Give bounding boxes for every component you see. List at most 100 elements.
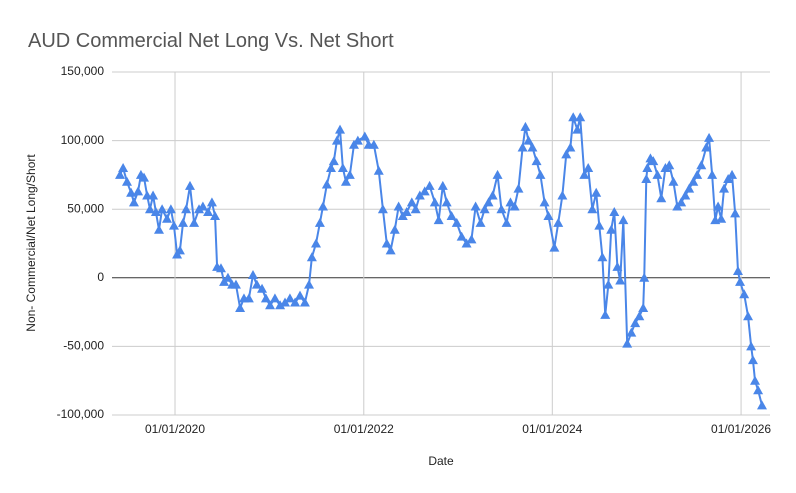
data-point [299, 297, 310, 307]
data-point [618, 215, 629, 225]
data-point [470, 201, 481, 211]
data-point [359, 131, 370, 141]
data-point [215, 263, 226, 273]
data-point [561, 149, 572, 159]
data-point [433, 215, 444, 225]
data-point [321, 179, 332, 189]
data-point [393, 201, 404, 211]
data-point [295, 290, 305, 300]
chart-title: AUD Commercial Net Long Vs. Net Short [28, 30, 394, 52]
data-point [501, 217, 512, 227]
data-point [475, 217, 486, 227]
data-point [441, 197, 452, 207]
data-point [275, 300, 286, 310]
data-point [676, 197, 687, 207]
data-point [575, 112, 586, 122]
data-point [492, 169, 503, 179]
data-point [719, 183, 730, 193]
data-point [746, 341, 757, 351]
data-point [513, 183, 524, 193]
data-point [150, 206, 161, 216]
data-point [314, 217, 325, 227]
data-point [128, 197, 139, 207]
data-point [565, 142, 576, 152]
data-point [642, 163, 653, 173]
data-point [133, 186, 144, 196]
data-point [144, 204, 155, 214]
data-point [121, 176, 132, 186]
data-point [377, 204, 388, 214]
x-tick-label: 01/01/2026 [711, 422, 771, 436]
data-point [509, 201, 520, 211]
data-point [716, 213, 727, 223]
data-point [505, 197, 516, 207]
data-point [739, 289, 750, 299]
data-point [230, 279, 241, 289]
y-tick-label: -50,000 [63, 339, 104, 353]
data-point [727, 169, 738, 179]
data-point [437, 180, 448, 190]
data-point [337, 163, 348, 173]
data-point [549, 242, 560, 252]
data-point [603, 279, 614, 289]
data-point [115, 169, 126, 179]
data-point [210, 211, 221, 221]
data-point [373, 165, 384, 175]
data-point [206, 197, 217, 207]
data-point [756, 400, 767, 410]
data-point [531, 156, 542, 166]
y-tick-label: 50,000 [67, 201, 104, 215]
data-point [479, 204, 490, 214]
data-point [638, 302, 649, 312]
data-point [389, 224, 400, 234]
data-point [594, 220, 605, 230]
data-point [587, 204, 598, 214]
data-point [466, 234, 477, 244]
data-point [520, 121, 531, 131]
data-point [385, 245, 396, 255]
data-point [257, 283, 268, 293]
data-point [243, 293, 254, 303]
data-point [704, 132, 715, 142]
data-point [181, 204, 192, 214]
data-point [197, 201, 208, 211]
data-point [622, 338, 633, 348]
data-point [406, 197, 417, 207]
data-point [634, 311, 645, 321]
data-point [656, 193, 667, 203]
data-point [696, 160, 707, 170]
data-point [306, 252, 317, 262]
data-point [335, 124, 346, 134]
x-tick-label: 01/01/2020 [145, 422, 205, 436]
data-point [165, 204, 176, 214]
data-point [260, 293, 271, 303]
data-point [639, 272, 650, 282]
data-point [641, 174, 652, 184]
data-point [414, 190, 425, 200]
data-point [483, 197, 494, 207]
data-point [707, 169, 718, 179]
x-tick-label: 01/01/2024 [522, 422, 582, 436]
data-point [126, 187, 137, 197]
data-point [290, 297, 301, 307]
data-point [311, 238, 322, 248]
data-point [630, 318, 641, 328]
data-point [340, 176, 351, 186]
data-point [527, 142, 538, 152]
data-point [626, 327, 637, 337]
data-point [543, 211, 554, 221]
data-point [688, 176, 699, 186]
y-tick-label: 150,000 [61, 64, 105, 78]
data-point [579, 169, 590, 179]
data-point [743, 311, 754, 321]
data-point [344, 169, 355, 179]
data-point [600, 309, 611, 319]
data-point [461, 238, 472, 248]
grid: -100,000 -50,000 0 50,000 100,000 150,000 01/0… [57, 64, 772, 436]
data-point [557, 190, 568, 200]
data-point [572, 124, 583, 134]
data-point [684, 183, 695, 193]
data-point [118, 163, 129, 173]
data-point [368, 139, 379, 149]
